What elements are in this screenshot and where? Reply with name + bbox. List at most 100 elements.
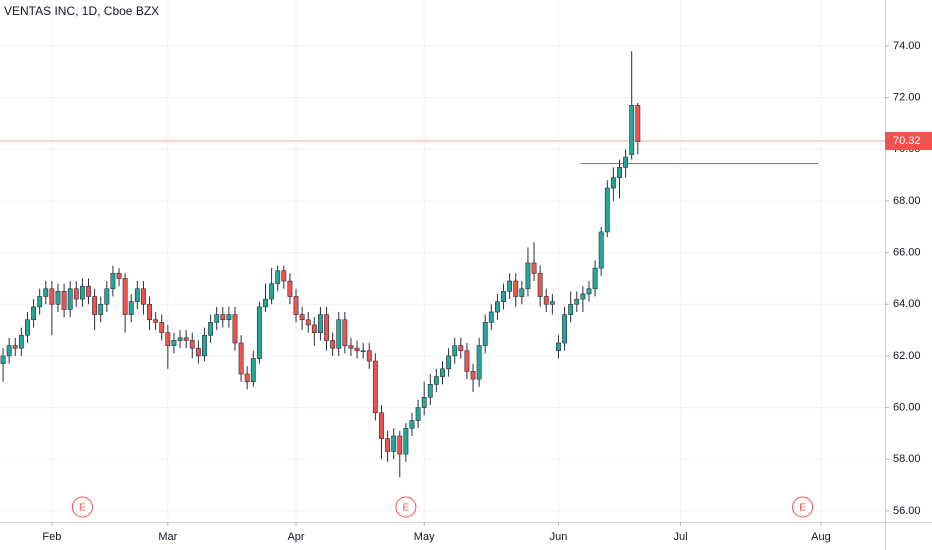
candle-body <box>189 340 195 349</box>
candle-body <box>79 285 85 300</box>
candle-body <box>623 156 629 168</box>
candle-body <box>482 322 488 346</box>
x-tick-label: Jul <box>674 531 688 543</box>
candle-body <box>25 319 30 336</box>
candle-body <box>256 306 262 359</box>
candle-body <box>415 407 421 421</box>
candle-body <box>317 314 323 333</box>
candle-body <box>171 340 177 346</box>
candle-body <box>580 293 586 300</box>
candle-body <box>372 360 378 414</box>
candle-body <box>342 319 348 346</box>
candle-body <box>104 288 110 305</box>
candle-body <box>440 368 445 377</box>
candle-body <box>250 358 256 383</box>
chart-title: VENTAS INC, 1D, Cboe BZX <box>4 4 159 18</box>
candle-body <box>519 288 525 297</box>
candle-body <box>598 231 604 269</box>
candle-body <box>543 296 549 305</box>
candle-body <box>299 314 305 321</box>
candle-body <box>391 435 397 452</box>
candle-body <box>134 288 140 302</box>
candle-body <box>232 314 238 344</box>
candle-body <box>397 435 403 455</box>
candle-body <box>128 301 134 315</box>
candle-body <box>55 291 61 305</box>
candle-body <box>269 283 275 300</box>
price-label-box <box>885 132 932 151</box>
candle-body <box>470 371 476 380</box>
candle-body <box>305 319 311 326</box>
candle-body <box>244 373 250 383</box>
candle-body <box>360 350 366 353</box>
candle-body <box>379 412 384 439</box>
candle-body <box>159 322 165 333</box>
candle-body <box>549 301 555 305</box>
y-tick-label: 64.00 <box>893 298 921 310</box>
candle-body <box>6 345 12 357</box>
earnings-marker <box>395 496 417 518</box>
candle-body <box>263 298 268 308</box>
candle-body <box>110 272 116 290</box>
y-tick-label: 74.00 <box>893 40 921 52</box>
candle-body <box>208 322 214 336</box>
candle-body <box>348 345 354 349</box>
candle-body <box>446 355 452 370</box>
candle-body <box>214 314 220 323</box>
candle-body <box>153 319 159 323</box>
earnings-label: E <box>403 503 410 514</box>
y-tick-label: 68.00 <box>893 195 921 207</box>
candle-body <box>98 303 104 315</box>
candle-body <box>202 334 207 357</box>
candle-body <box>354 347 360 352</box>
candle-body <box>568 303 574 315</box>
candle-body <box>220 314 226 321</box>
candle-body <box>531 262 537 274</box>
candle-body <box>43 288 49 297</box>
candle-body <box>275 270 281 284</box>
price-label: 70.32 <box>893 135 921 147</box>
candle-body <box>488 311 494 323</box>
candle-body <box>421 396 427 408</box>
candle-body <box>574 298 580 305</box>
candle-body <box>238 342 244 375</box>
candle-body <box>427 384 433 398</box>
candle-body <box>513 280 519 297</box>
candle-body <box>86 285 91 297</box>
candle-body <box>67 288 73 310</box>
y-tick-label: 58.00 <box>893 453 921 465</box>
candle-body <box>458 345 464 352</box>
candle-body <box>18 334 24 349</box>
candle-body <box>293 296 299 315</box>
earnings-label: E <box>799 503 806 514</box>
candle-body <box>409 420 415 429</box>
candle-body <box>195 347 201 357</box>
candle-body <box>177 337 183 341</box>
earnings-marker <box>71 496 93 518</box>
candle-body <box>281 270 287 282</box>
candle-body <box>116 272 122 279</box>
candle-body <box>287 280 293 297</box>
candle-body <box>336 319 342 349</box>
candle-body <box>366 350 372 362</box>
y-tick-label: 56.00 <box>893 505 921 517</box>
candle-body <box>311 324 317 333</box>
candle-body <box>629 105 635 155</box>
candle-body <box>562 314 568 344</box>
candle-body <box>49 288 55 305</box>
candle-body <box>433 376 439 385</box>
x-tick-label: Feb <box>42 531 61 543</box>
y-tick-label: 62.00 <box>893 350 921 362</box>
y-tick-label: 60.00 <box>893 401 921 413</box>
candle-body <box>385 438 391 452</box>
candle-body <box>476 345 482 380</box>
candle-body <box>464 350 470 372</box>
candle-body <box>73 288 79 300</box>
candle-body <box>324 314 329 341</box>
candle-body <box>452 345 458 357</box>
candle-body <box>507 280 513 292</box>
candle-body <box>604 187 610 233</box>
candle-body <box>140 288 146 305</box>
candle-body <box>525 262 531 290</box>
